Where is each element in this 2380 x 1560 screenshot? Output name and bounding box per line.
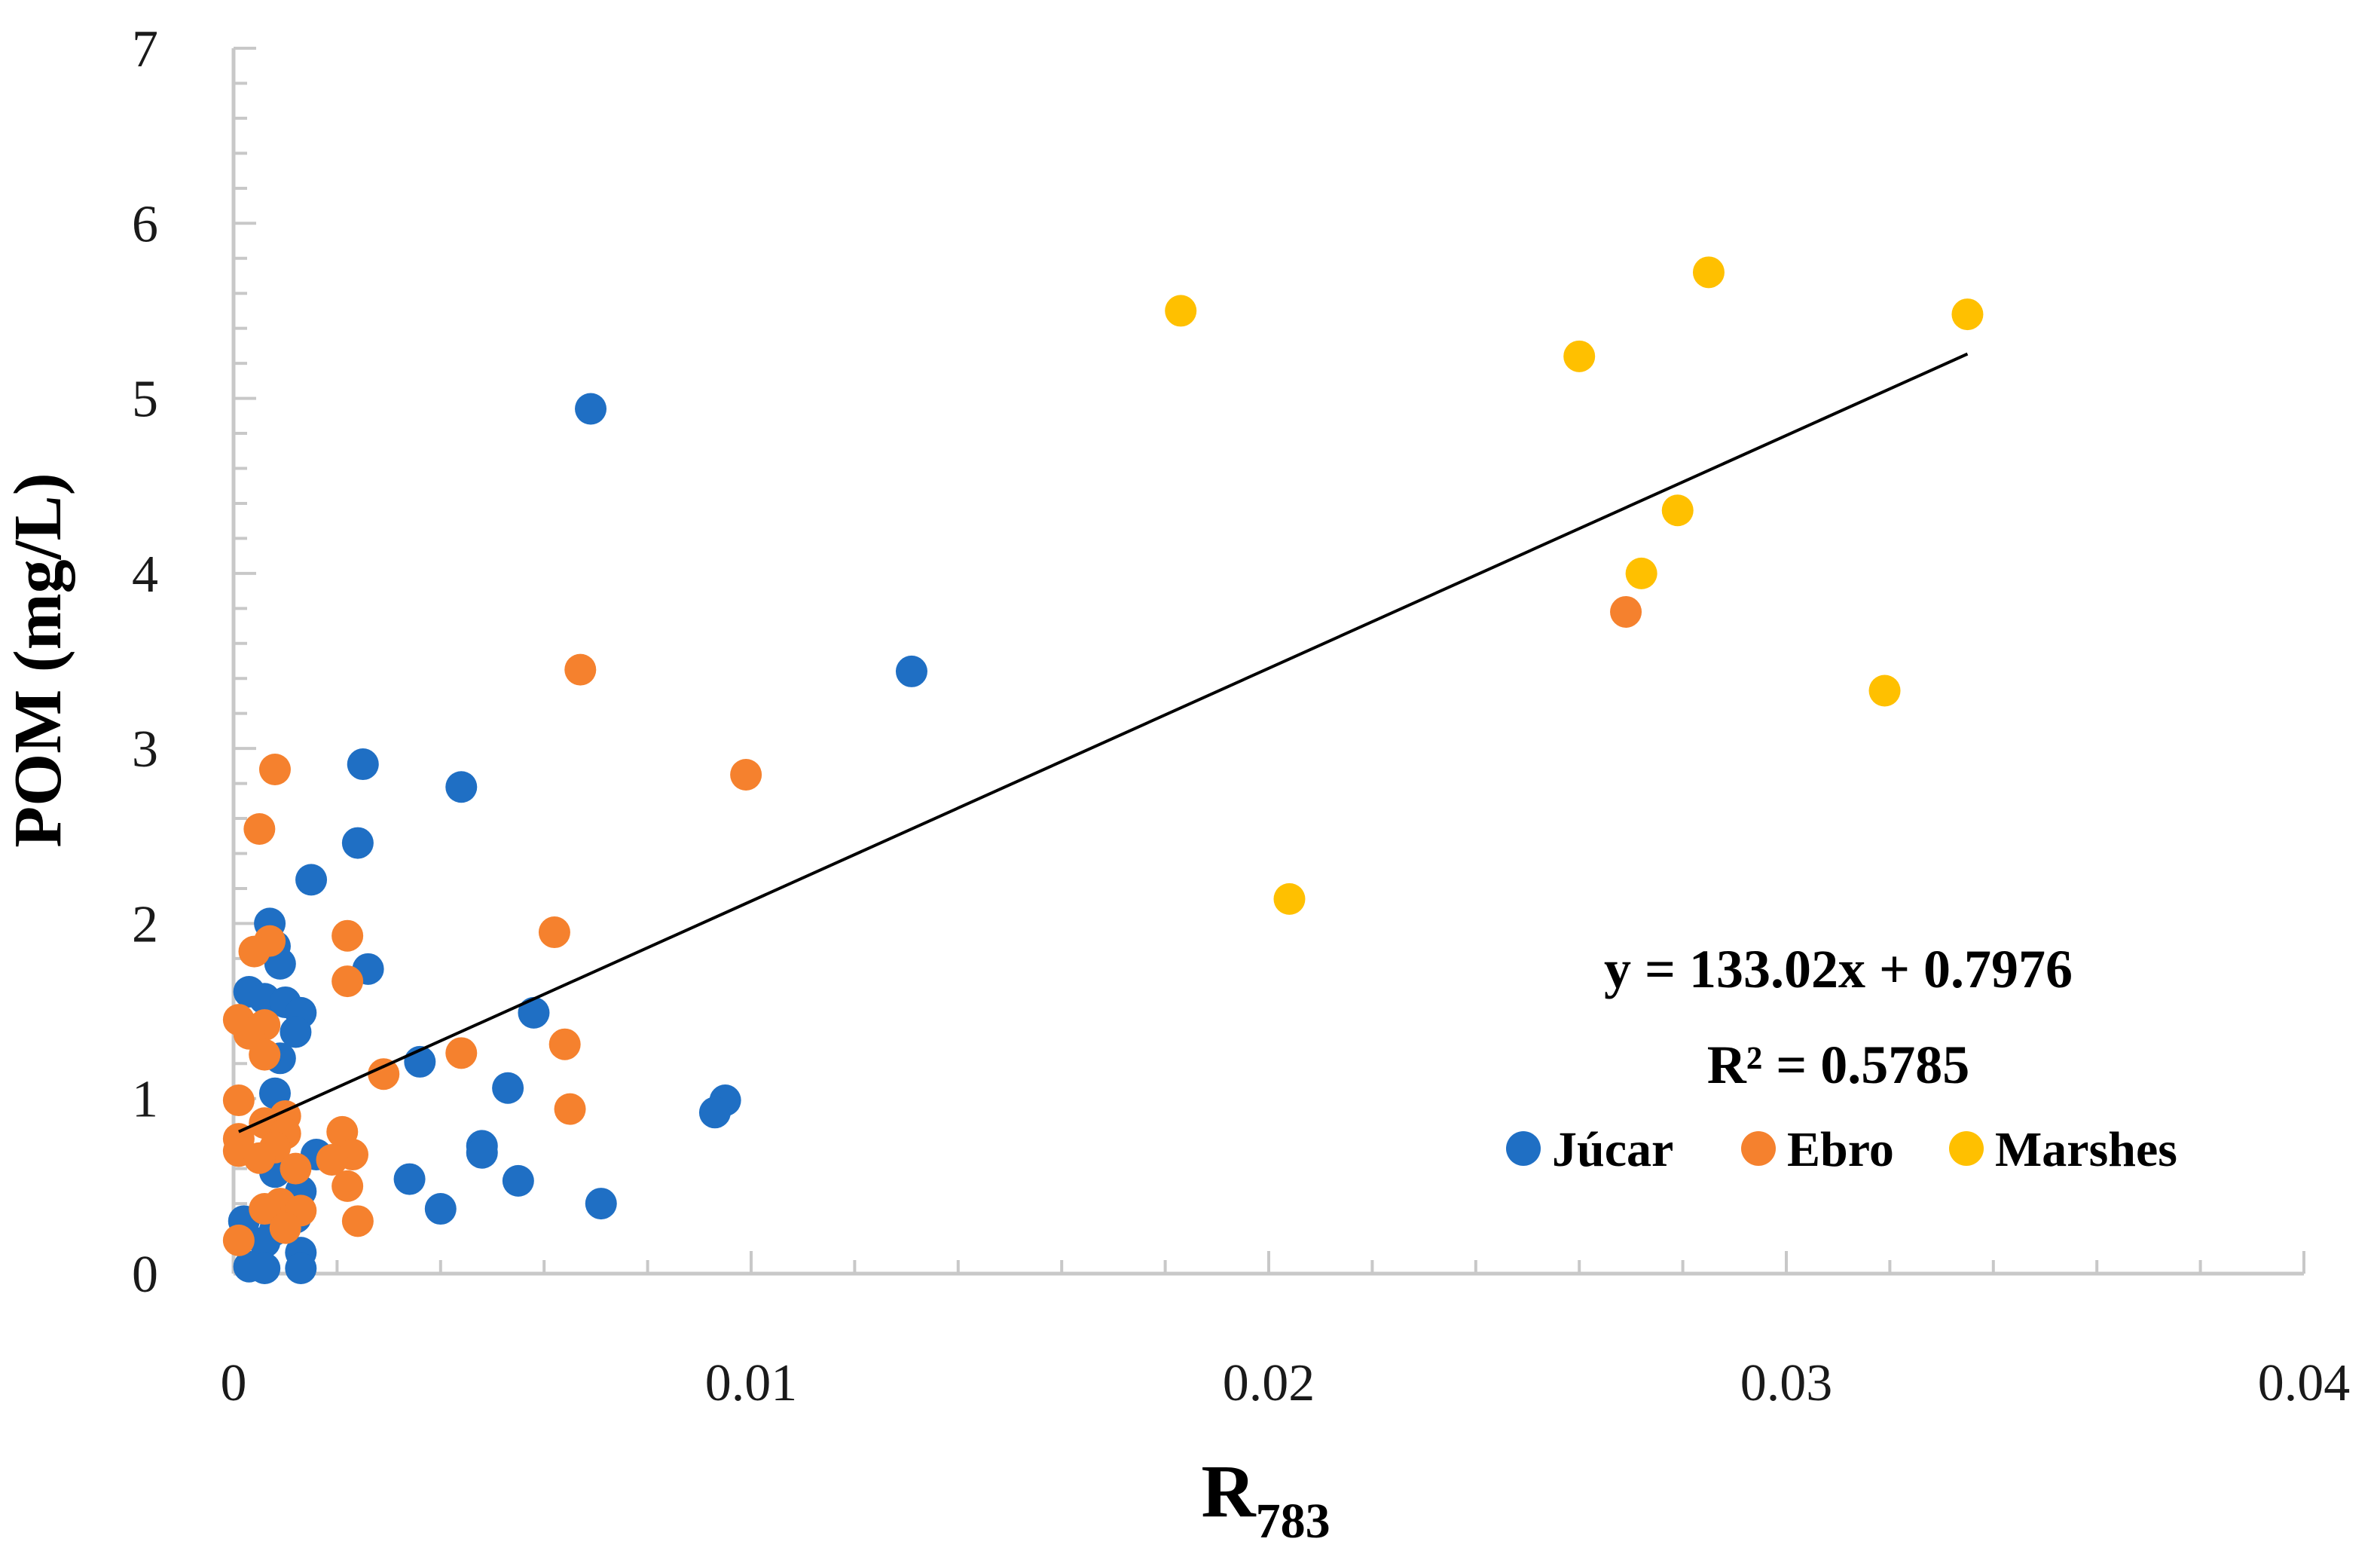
point-ebro [1610, 595, 1642, 628]
point-ebro [249, 1038, 281, 1071]
legend-label-marshes: Marshes [1995, 1122, 2177, 1177]
point-jucar [424, 1193, 457, 1225]
tick-labels: 0 1 2 3 4 5 6 7 0 0.01 0.02 0.03 0.04 [132, 20, 2350, 1412]
data-points [222, 256, 1984, 1285]
point-marshes [1868, 674, 1901, 707]
point-ebro [243, 1142, 276, 1174]
legend-label-ebro: Ebro [1787, 1122, 1894, 1177]
point-ebro [564, 653, 597, 686]
point-jucar [518, 996, 550, 1029]
point-jucar [492, 1072, 524, 1104]
point-marshes [1165, 295, 1197, 327]
point-marshes [1951, 298, 1984, 331]
point-jucar [341, 827, 374, 859]
x-axis-title-subscript: 783 [1256, 1494, 1331, 1549]
point-ebro [249, 1193, 281, 1225]
point-ebro [331, 919, 364, 952]
point-jucar [295, 864, 328, 896]
point-ebro [548, 1028, 581, 1060]
point-ebro [730, 758, 762, 791]
point-ebro [269, 1212, 301, 1244]
y-tick-label: 1 [132, 1071, 158, 1129]
legend: Júcar Ebro Marshes [1506, 1122, 2177, 1177]
point-marshes [1625, 557, 1657, 589]
point-jucar [280, 1016, 312, 1048]
point-ebro [316, 1144, 348, 1176]
x-axis-title-main: R [1201, 1449, 1257, 1533]
point-marshes [1692, 256, 1725, 289]
point-ebro [331, 1170, 364, 1202]
point-ebro [258, 754, 291, 786]
x-axis-title: R783 [1201, 1449, 1330, 1549]
y-tick-label: 0 [132, 1246, 158, 1304]
y-tick-label: 5 [132, 371, 158, 429]
y-tick-label: 6 [132, 195, 158, 253]
tick-marks [232, 47, 2305, 1275]
y-axis-title: POM (mg/L) [1, 473, 75, 847]
point-ebro [538, 916, 570, 949]
point-ebro [238, 935, 270, 968]
point-ebro [554, 1093, 586, 1125]
y-tick-label: 2 [132, 895, 158, 953]
legend-marker-marshes [1949, 1131, 1984, 1166]
x-tick-label: 0.01 [705, 1354, 798, 1412]
point-jucar [445, 771, 478, 803]
x-tick-label: 0.02 [1223, 1354, 1315, 1412]
point-ebro [243, 812, 276, 845]
trendline-equation: y = 133.02x + 0.7976 [1604, 939, 2073, 999]
point-jucar [698, 1097, 731, 1129]
point-ebro [280, 1152, 312, 1185]
point-jucar [285, 1253, 317, 1285]
y-tick-label: 4 [132, 546, 158, 604]
point-marshes [1273, 882, 1306, 915]
trendline-group [238, 352, 1969, 1133]
point-ebro [331, 965, 364, 998]
point-jucar [585, 1188, 617, 1220]
point-ebro [368, 1058, 400, 1090]
point-ebro [445, 1037, 478, 1069]
trendline [238, 352, 1969, 1133]
point-jucar [895, 655, 927, 687]
point-ebro [222, 1084, 255, 1117]
axes [231, 48, 2304, 1276]
point-marshes [1563, 340, 1596, 372]
y-tick-label: 7 [132, 20, 158, 78]
r-squared-value: R² = 0.5785 [1707, 1035, 1970, 1095]
legend-label-jucar: Júcar [1552, 1122, 1673, 1177]
point-jucar [502, 1164, 534, 1197]
point-marshes [1661, 494, 1694, 527]
point-ebro [222, 1224, 255, 1256]
point-jucar [575, 393, 607, 425]
y-tick-label: 3 [132, 720, 158, 778]
x-tick-label: 0.04 [2258, 1354, 2351, 1412]
point-ebro [341, 1205, 374, 1237]
point-jucar [466, 1136, 498, 1169]
point-jucar [393, 1163, 426, 1195]
legend-marker-ebro [1741, 1131, 1776, 1166]
legend-marker-jucar [1506, 1131, 1541, 1166]
point-jucar [347, 748, 379, 781]
point-jucar [249, 1253, 281, 1285]
x-tick-label: 0 [221, 1354, 247, 1412]
x-tick-label: 0.03 [1740, 1354, 1833, 1412]
